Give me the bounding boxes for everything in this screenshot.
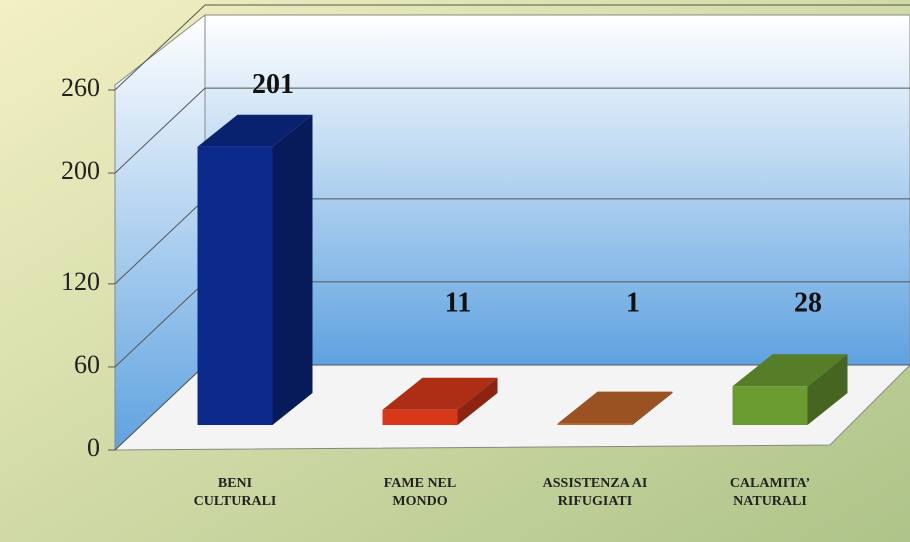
bar <box>197 146 273 425</box>
y-tick-label: 60 <box>74 350 100 379</box>
bar-top <box>557 391 673 424</box>
value-label: 1 <box>626 287 640 318</box>
back-wall <box>204 14 910 366</box>
bar-side <box>272 114 313 425</box>
bar-top <box>197 114 313 147</box>
value-label: 11 <box>445 287 471 318</box>
x-tick-label: CALAMITA’ NATURALI <box>729 476 811 509</box>
bar-top <box>732 354 848 387</box>
value-label: 28 <box>794 287 822 318</box>
y-tick-label: 120 <box>61 267 100 296</box>
value-label: 201 <box>252 69 294 100</box>
bar-top <box>382 377 498 410</box>
y-tick-label: 260 <box>61 73 100 102</box>
bar-side <box>632 391 673 425</box>
bar <box>382 409 458 425</box>
x-tick-label: FAME NEL MONDO <box>383 476 457 509</box>
bar-side <box>457 377 498 425</box>
y-tick-label: 0 <box>87 433 100 462</box>
bar-side <box>807 354 848 425</box>
grid-line <box>114 87 910 174</box>
x-tick-label: BENI CULTURALI <box>193 476 277 509</box>
y-tick-label: 200 <box>61 156 100 185</box>
bar <box>557 423 633 425</box>
x-tick-label: ASSISTENZA AI RIFUGIATI <box>542 476 648 509</box>
grid-line <box>114 4 910 91</box>
bar <box>732 386 808 425</box>
